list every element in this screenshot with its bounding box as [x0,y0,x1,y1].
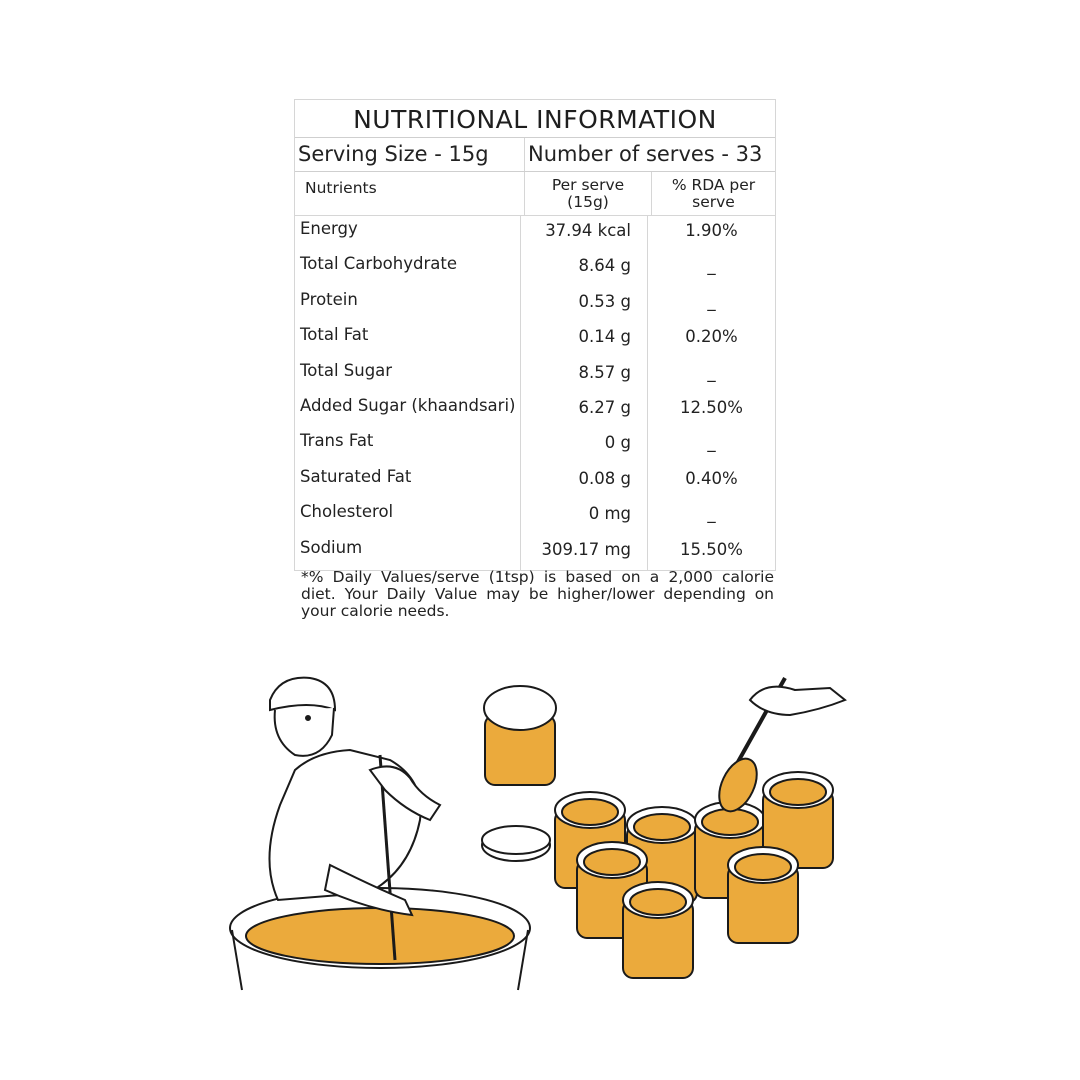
table-row: Total Sugar 8.57 g _ [295,357,775,393]
per-serve-value: 6.27 g [521,392,648,429]
table-row: Total Fat 0.14 g 0.20% [295,322,775,358]
header-rda: % RDA per serve [671,176,756,211]
rda-value: _ [707,504,716,524]
nutrient-name: Energy [295,216,521,252]
nutrient-name: Saturated Fat [295,463,521,500]
table-row: Energy 37.94 kcal 1.90% [295,216,775,252]
person-stirring-illustration [268,676,442,961]
per-serve-value: 309.17 mg [521,534,648,570]
table-row: Protein 0.53 g _ [295,286,775,323]
jam-making-illustration [229,676,847,991]
jar-lid-illustration [481,825,551,862]
nutrient-name: Total Carbohydrate [295,251,521,287]
nutrient-name: Added Sugar (khaandsari) [295,392,521,429]
serving-size: Serving Size - 15g [295,138,525,171]
rda-value: 0.40% [685,468,738,488]
rda-value: _ [707,256,716,276]
jar-icon [622,881,694,979]
hand-with-spoon-illustration [718,677,847,813]
table-row: Sodium 309.17 mg 15.50% [295,534,775,570]
header-per-serve: Per serve (15g) [525,172,652,215]
footnote: *% Daily Values/serve (1tsp) is based on… [301,568,774,620]
rda-value: _ [707,362,716,382]
jar-with-lid-illustration [483,685,557,786]
per-serve-value: 37.94 kcal [521,216,648,252]
table-row: Total Carbohydrate 8.64 g _ [295,251,775,287]
serving-row: Serving Size - 15g Number of serves - 33 [295,138,775,172]
nutrient-name: Sodium [295,534,521,570]
per-serve-value: 8.64 g [521,251,648,287]
table-row: Added Sugar (khaandsari) 6.27 g 12.50% [295,392,775,429]
rda-value: _ [707,433,716,453]
per-serve-value: 0.53 g [521,286,648,323]
column-headers: Nutrients Per serve (15g) % RDA per serv… [295,172,775,216]
table-row: Cholesterol 0 mg _ [295,499,775,535]
nutrient-name: Cholesterol [295,499,521,535]
table-row: Saturated Fat 0.08 g 0.40% [295,463,775,500]
number-of-serves: Number of serves - 33 [528,142,763,166]
table-row: Trans Fat 0 g _ [295,428,775,464]
per-serve-value: 0.14 g [521,322,648,358]
rda-value: 15.50% [680,539,743,559]
per-serve-value: 0 mg [521,499,648,535]
per-serve-value: 0.08 g [521,463,648,500]
jars-illustration [554,771,834,979]
per-serve-value: 8.57 g [521,357,648,393]
cauldron-illustration [229,887,531,991]
header-nutrients: Nutrients [295,172,525,215]
table-body: Energy 37.94 kcal 1.90% Total Carbohydrat… [295,216,775,570]
rda-value: _ [707,291,716,311]
rda-value: 1.90% [685,221,738,240]
nutrient-name: Total Sugar [295,357,521,393]
nutrient-name: Trans Fat [295,428,521,464]
rda-value: 0.20% [685,327,738,347]
nutrient-name: Total Fat [295,322,521,358]
jar-icon [727,846,799,944]
per-serve-value: 0 g [521,428,648,464]
rda-value: 12.50% [680,397,743,417]
nutrient-name: Protein [295,286,521,323]
table-title: NUTRITIONAL INFORMATION [295,100,775,138]
nutrition-table: NUTRITIONAL INFORMATION Serving Size - 1… [294,99,776,571]
